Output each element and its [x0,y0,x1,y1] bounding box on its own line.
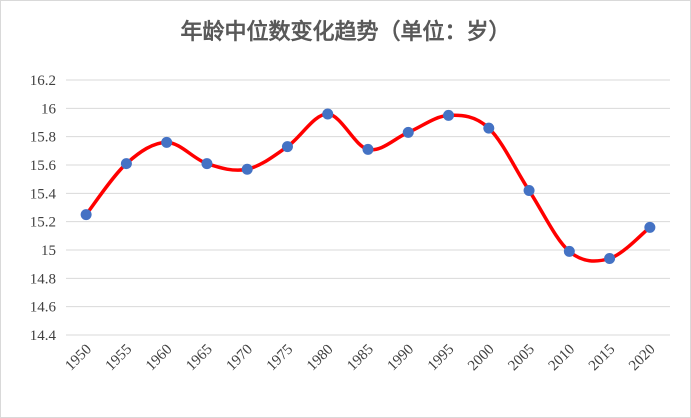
chart-title: 年龄中位数变化趋势（单位：岁） [180,20,511,45]
data-point [322,108,334,120]
x-tick-label: 1980 [304,342,337,375]
x-tick-label: 1950 [62,342,95,375]
x-axis-ticks: 1950 1955 1960 1965 1970 1975 1980 1985 1990 1995… [62,342,658,375]
x-tick-label: 1960 [143,342,176,375]
data-point [483,122,495,134]
y-tick-label: 14.6 [30,300,57,316]
y-tick-label: 15.2 [30,215,56,231]
data-point [443,109,455,121]
y-tick-label: 15.4 [30,186,57,202]
x-tick-label: 1965 [183,342,216,375]
series-group [80,108,656,264]
x-tick-label: 2005 [505,342,538,375]
x-tick-label: 1955 [103,342,136,375]
y-tick-label: 16.2 [30,73,56,89]
x-tick-label: 1995 [425,342,458,375]
y-tick-label: 14.8 [30,271,56,287]
data-point [563,245,575,257]
y-tick-label: 14.4 [30,328,57,344]
y-tick-label: 15 [41,243,56,259]
data-point [80,209,92,221]
y-tick-label: 15.6 [30,158,57,174]
data-point [281,141,293,153]
data-point [644,221,656,233]
x-tick-label: 2015 [586,342,619,375]
data-point [201,158,213,170]
data-point [120,158,132,170]
y-axis-ticks: 14.4 14.6 14.8 15 15.2 15.4 15.6 15.8 16 16.2 [30,73,57,344]
data-point [241,163,253,175]
data-point [161,136,173,148]
data-point [402,126,414,138]
y-tick-label: 16 [41,101,57,117]
x-tick-label: 2010 [546,342,579,375]
x-tick-label: 1970 [224,342,257,375]
gridlines [66,79,670,336]
x-tick-label: 1990 [385,342,418,375]
x-tick-label: 2020 [626,342,659,375]
data-point [523,185,535,196]
x-tick-label: 1985 [344,342,377,375]
x-tick-label: 1975 [264,342,297,375]
y-tick-label: 15.8 [30,130,56,146]
series-line [84,112,651,263]
x-tick-label: 2000 [465,342,498,375]
data-point [362,143,374,155]
data-point [604,253,616,264]
